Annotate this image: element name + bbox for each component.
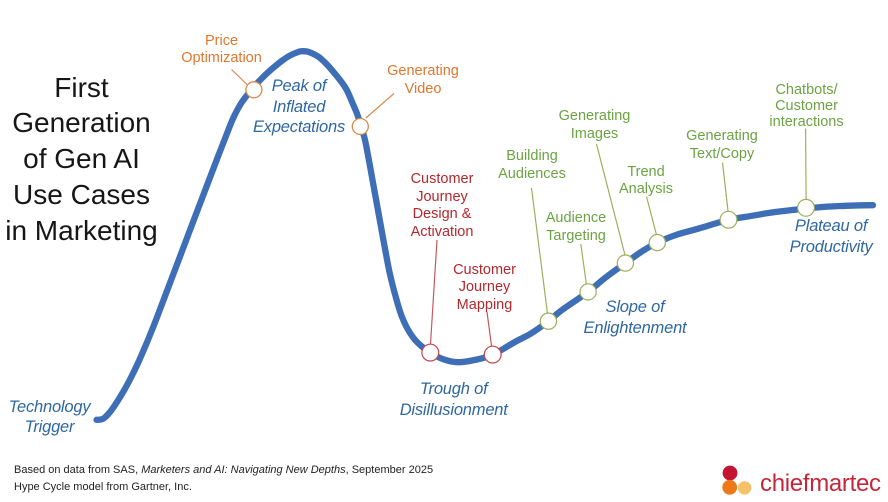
svg-text:chiefmartec: chiefmartec <box>760 470 881 497</box>
